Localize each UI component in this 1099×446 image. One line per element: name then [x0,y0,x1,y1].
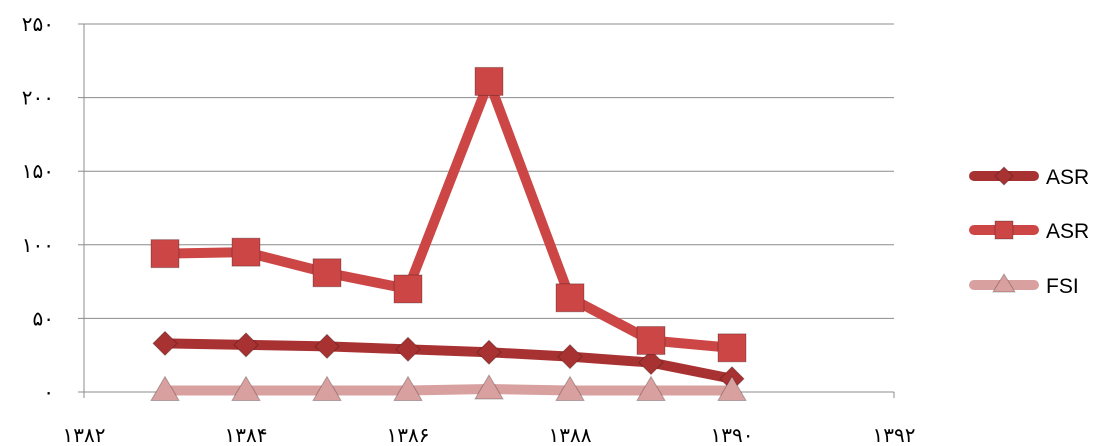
y-tick-label: ۲۵۰ [22,12,54,36]
y-tick-label: ۵۰ [33,306,54,330]
data-point [312,375,342,402]
data-point [717,333,747,363]
series-line [160,338,737,384]
data-point [393,274,423,304]
data-point [636,375,666,402]
series-layer [150,66,747,402]
data-point [557,343,583,370]
x-tick-label: ۱۳۸۴ [225,423,268,446]
data-point [717,375,747,402]
data-point [231,237,261,267]
data-point [474,374,504,400]
legend-label: ASR [1046,220,1089,243]
y-tick-label: ۰ [43,380,54,404]
data-point [476,339,502,365]
series-3 [150,374,747,402]
data-point [231,375,261,402]
legend-label: ASR [1046,166,1089,189]
x-tick-label: ۱۳۹۲ [873,423,916,446]
data-point [152,330,178,357]
data-point [474,66,504,96]
legend-marker [994,220,1014,240]
data-point [150,239,180,269]
gridlines [84,23,894,319]
data-point [636,325,666,355]
legend-label: FSI [1046,275,1079,298]
x-tick-label: ۱۳۸۸ [549,423,592,446]
data-point [638,349,664,376]
data-point [150,375,180,402]
series-line [160,384,737,396]
tick-labels: ۰ ۵۰ ۱۰۰ ۱۵۰ ۲۰۰ ۲۵۰ ۱۳۸۲ ۱۳۸۴ ۱۳۸۶ ۱۳۸۸ ۱۳۹۰ ۱۳۹۲ [22,12,916,446]
data-point [395,336,421,363]
legend-item: ASR [969,166,1089,189]
x-tick-label: ۱۳۸۲ [63,423,106,446]
data-point [393,375,423,402]
x-tick-label: ۱۳۹۰ [711,423,754,446]
legend: ASR ASR FSI [969,166,1089,298]
series-2 [150,66,747,363]
data-point [233,332,259,358]
legend-marker [992,273,1016,293]
series-line [160,76,737,353]
legend-item: FSI [969,273,1079,298]
y-tick-label: ۲۰۰ [22,86,54,110]
data-point [555,283,585,313]
legend-item: ASR [969,220,1089,243]
data-point [555,375,585,402]
legend-marker [994,166,1014,186]
x-tick-label: ۱۳۸۶ [387,423,430,446]
y-tick-label: ۱۰۰ [22,233,54,257]
data-point [314,333,340,360]
y-tick-label: ۱۵۰ [22,159,54,183]
data-point [312,258,342,288]
